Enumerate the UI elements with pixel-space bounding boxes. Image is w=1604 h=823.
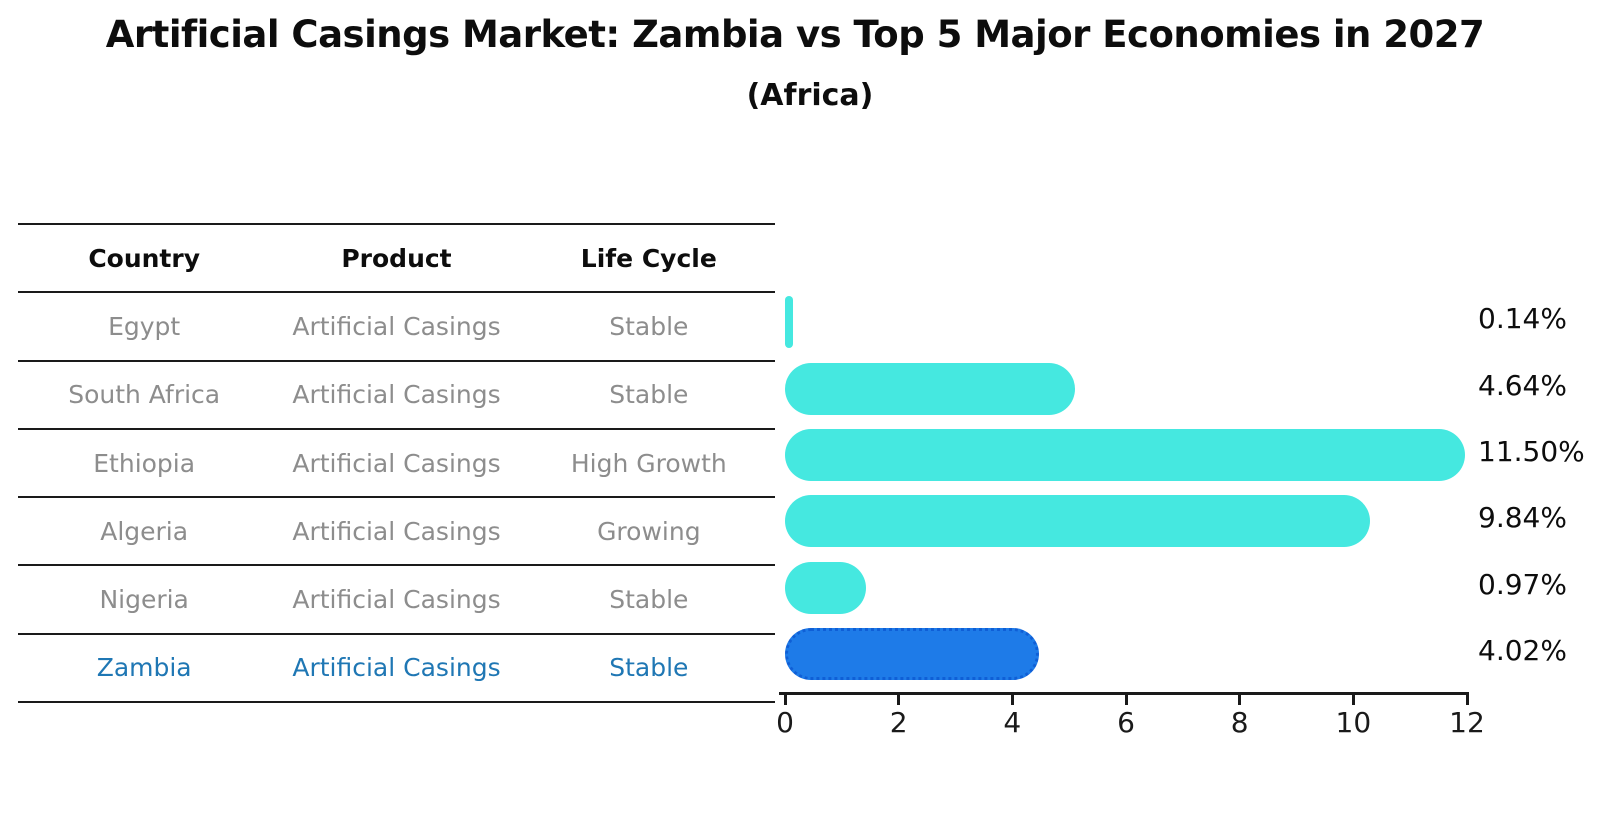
product-cell: Artificial Casings [292, 311, 501, 341]
bar-algeria [785, 495, 1370, 548]
x-axis-tick-label: 10 [1335, 706, 1372, 739]
value-label: 0.97% [1478, 567, 1567, 601]
value-label: 4.02% [1478, 633, 1567, 667]
life_cycle-cell: Stable [609, 585, 689, 615]
product-cell: Artificial Casings [292, 585, 501, 615]
table-row: Egypt Artificial Casings Stable [18, 291, 775, 359]
bar-south-africa [785, 362, 1075, 415]
life_cycle-cell: Growing [597, 516, 701, 546]
bar-zambia [785, 627, 1039, 680]
country-cell: South Africa [68, 380, 221, 410]
country-cell: Ethiopia [93, 448, 196, 478]
x-axis-tick-label: 12 [1449, 706, 1485, 739]
country-cell: Egypt [108, 311, 181, 341]
chart-subtitle: (Africa) [746, 78, 874, 113]
life_cycle-cell: High Growth [570, 448, 727, 478]
product-cell: Artificial Casings [292, 653, 501, 683]
x-axis-tick-label: 0 [776, 706, 794, 739]
product-cell: Artificial Casings [292, 448, 501, 478]
table-row: Nigeria Artificial Casings Stable [18, 564, 775, 632]
product-cell: Artificial Casings [292, 516, 501, 546]
x-axis-tick [1351, 695, 1355, 705]
value-label: 0.14% [1478, 302, 1567, 336]
x-axis-line [779, 692, 1469, 695]
value-label: 4.64% [1478, 368, 1567, 402]
table-row: South Africa Artificial Casings Stable [18, 359, 775, 428]
product-cell: Artificial Casings [292, 380, 501, 410]
x-axis-tick [1238, 695, 1242, 705]
life_cycle-cell: Stable [609, 653, 689, 683]
country-cell: Nigeria [99, 585, 189, 615]
x-axis-tick [1465, 695, 1469, 705]
x-axis-tick [783, 695, 787, 705]
column-header: Product [341, 243, 452, 273]
chart-title: Artificial Casings Market: Zambia vs Top… [105, 13, 1485, 56]
table-row: Ethiopia Artificial Casings High Growth [18, 427, 775, 496]
column-header: Life Cycle [580, 243, 717, 273]
x-axis-tick-label: 6 [1117, 706, 1135, 739]
x-axis-tick-label: 4 [1003, 706, 1022, 739]
table-header-row: Country Product Life Cycle [18, 223, 775, 291]
country-cell: Algeria [100, 516, 189, 546]
life_cycle-cell: Stable [609, 380, 689, 410]
value-label: 9.84% [1478, 501, 1567, 535]
column-header: Country [88, 243, 201, 273]
bar-ethiopia [785, 429, 1465, 482]
value-label: 11.50% [1478, 435, 1585, 469]
x-axis-tick [1010, 695, 1014, 705]
bar-egypt [785, 296, 793, 349]
country-table: Country Product Life Cycle Egypt Artificial … [18, 223, 775, 704]
life_cycle-cell: Stable [609, 311, 689, 341]
x-axis-tick [897, 695, 901, 705]
table-row: Algeria Artificial Casings Growing [18, 496, 775, 564]
x-axis-tick [1124, 695, 1128, 705]
x-axis-tick-label: 2 [889, 706, 908, 739]
x-axis-tick-label: 8 [1230, 706, 1249, 739]
table-row: Zambia Artificial Casings Stable [18, 632, 775, 704]
country-cell: Zambia [96, 653, 192, 683]
bar-nigeria [785, 561, 866, 614]
